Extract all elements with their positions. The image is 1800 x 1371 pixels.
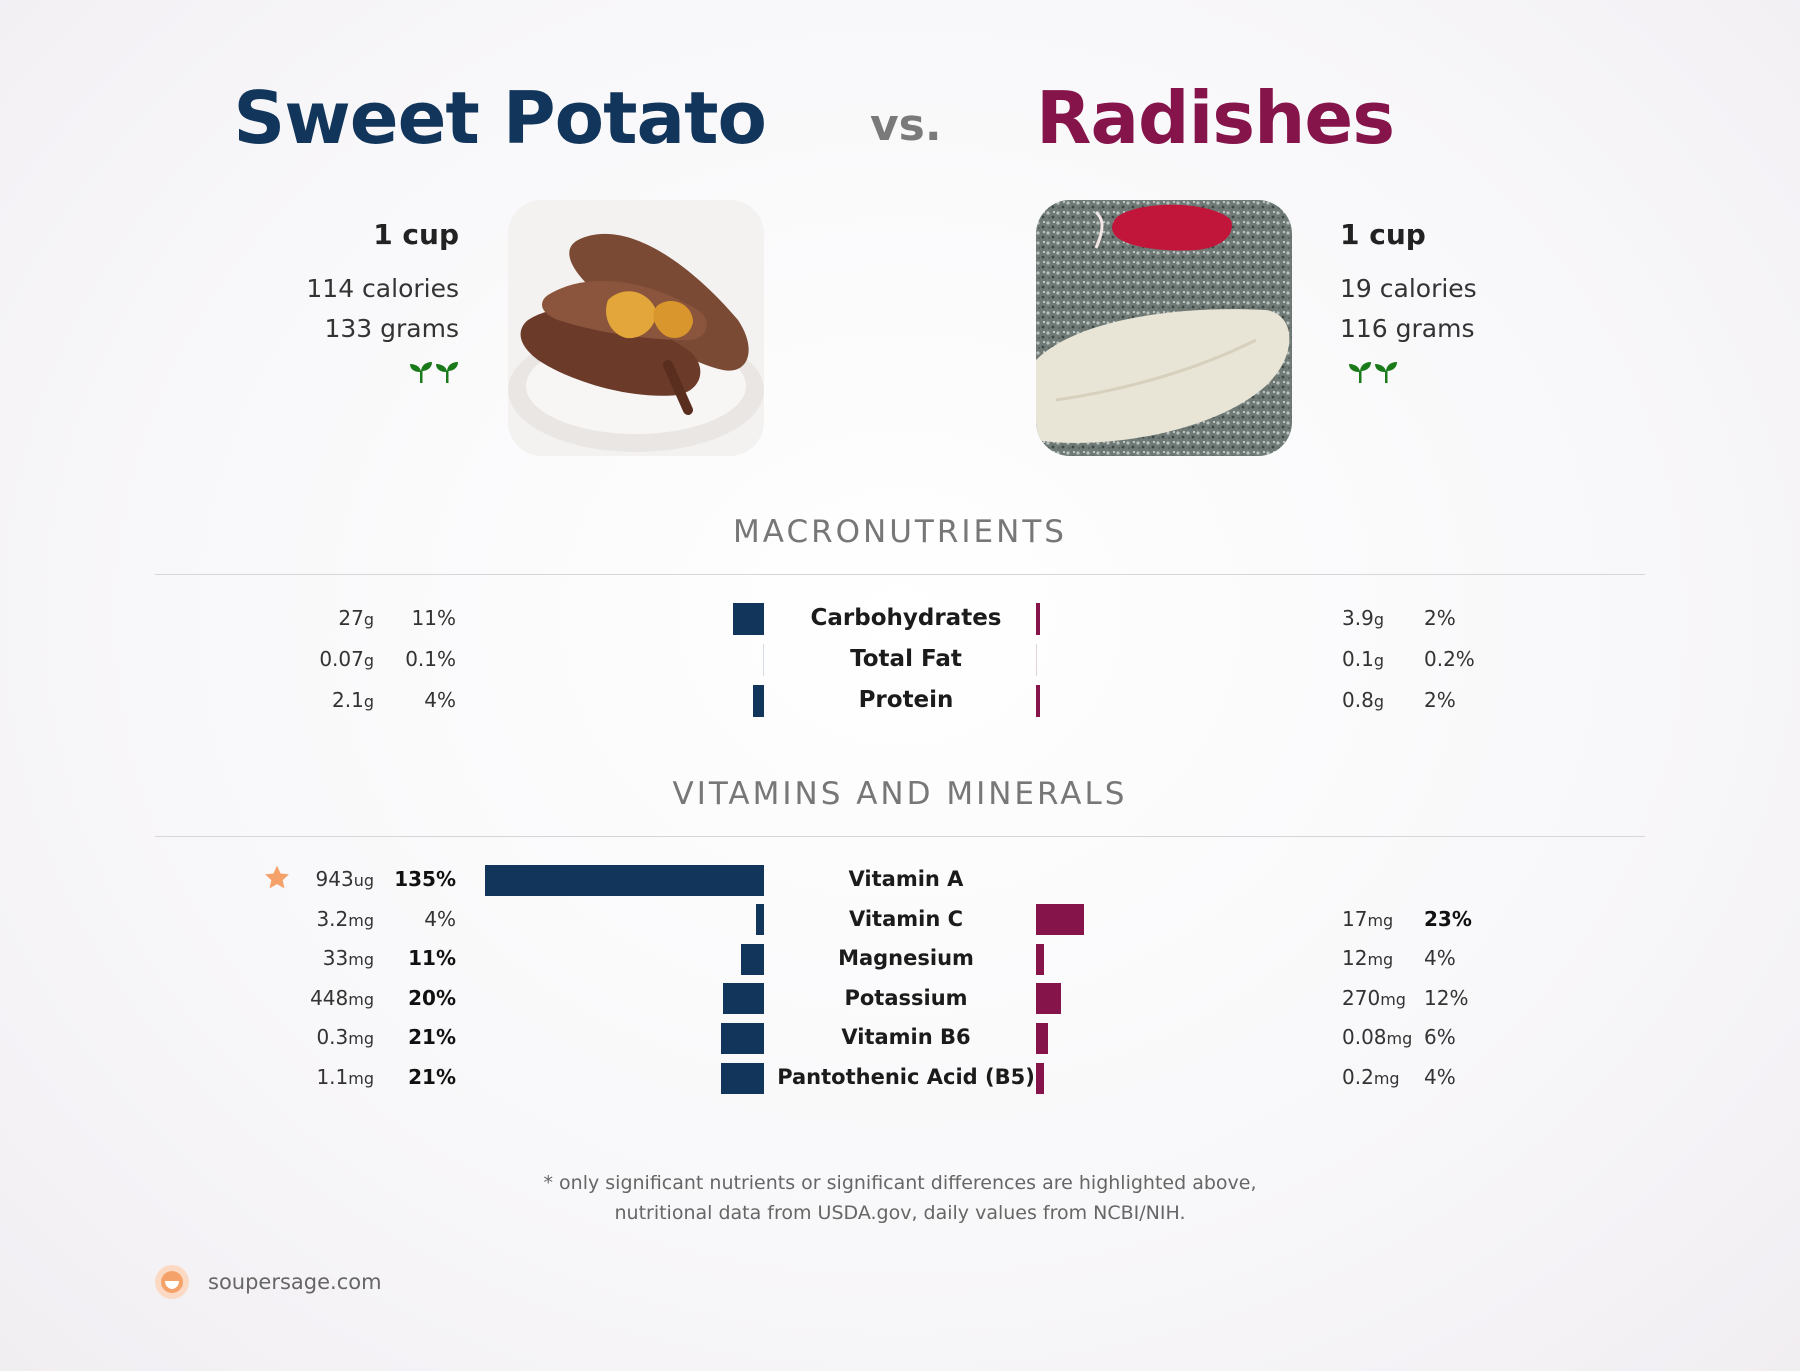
right-percent: 4%: [1424, 1065, 1456, 1089]
sprout-icon: [410, 362, 458, 383]
left-bar: [755, 904, 764, 936]
sprout-icon: [1349, 362, 1397, 383]
radish-photo: [1036, 200, 1292, 456]
right-percent: 6%: [1424, 1025, 1456, 1050]
left-amount: 1.1mg: [316, 1065, 374, 1089]
left-amount: 448mg: [310, 985, 374, 1010]
right-amount: 3.9g: [1342, 606, 1384, 630]
right-percent: 23%: [1424, 906, 1472, 931]
left-percent: 21%: [408, 1025, 456, 1050]
left-amount: 943ug: [315, 867, 374, 891]
right-bar: [1036, 904, 1084, 936]
right-amount: 12mg: [1342, 946, 1394, 971]
vitamins-heading: VITAMINS AND MINERALS: [672, 776, 1128, 812]
food-right-title: Radishes: [1036, 76, 1395, 160]
nutrient-label: Vitamin A: [848, 866, 964, 891]
nutrient-label: Vitamin B6: [841, 1025, 971, 1050]
food-left-serving: 1 cup: [373, 218, 459, 251]
left-amount: 2.1g: [332, 688, 374, 712]
right-amount: 0.1g: [1342, 647, 1384, 671]
food-right-serving: 1 cup: [1340, 218, 1426, 251]
food-right-calories: 19 calories: [1340, 274, 1477, 303]
nutrient-label: Magnesium: [838, 946, 974, 971]
footnote-line-2: nutritional data from USDA.gov, daily va…: [614, 1202, 1186, 1224]
nutrient-label: Total Fat: [850, 645, 962, 672]
right-bar: [1036, 983, 1061, 1015]
left-percent: 4%: [424, 688, 456, 712]
right-bar: [1036, 1022, 1049, 1054]
left-bar: [752, 685, 764, 717]
macronutrients-heading: MACRONUTRIENTS: [733, 514, 1067, 550]
food-left-calories: 114 calories: [306, 274, 459, 303]
soupersage-logo-icon: [155, 1265, 189, 1299]
right-percent: 2%: [1424, 688, 1456, 712]
right-amount: 0.08mg: [1342, 1025, 1413, 1050]
left-percent: 21%: [408, 1065, 456, 1089]
left-percent: 0.1%: [405, 647, 456, 671]
food-right-grams: 116 grams: [1340, 314, 1475, 343]
nutrient-label: Carbohydrates: [810, 604, 1002, 631]
right-bar: [1036, 1062, 1045, 1094]
right-amount: 0.8g: [1342, 688, 1384, 712]
macronutrients-divider: [155, 574, 1645, 575]
left-bar: [733, 603, 764, 635]
food-left-grams: 133 grams: [324, 314, 459, 343]
site-link[interactable]: soupersage.com: [208, 1270, 382, 1294]
right-bar: [1036, 644, 1037, 676]
left-bar: [720, 1022, 764, 1054]
vitamins-divider: [155, 836, 1645, 837]
footnote-line-1: * only significant nutrients or signific…: [543, 1172, 1257, 1194]
star-icon: [265, 865, 289, 889]
left-percent: 11%: [411, 606, 456, 630]
left-bar: [763, 644, 764, 676]
left-amount: 0.3mg: [316, 1025, 374, 1050]
right-percent: 0.2%: [1424, 647, 1475, 671]
left-bar: [741, 943, 764, 975]
left-percent: 20%: [408, 985, 456, 1010]
right-bar: [1036, 943, 1045, 975]
left-amount: 33mg: [322, 946, 374, 971]
left-amount: 27g: [338, 606, 374, 630]
right-amount: 270mg: [1342, 985, 1406, 1010]
right-amount: 17mg: [1342, 906, 1394, 931]
right-bar: [1036, 685, 1040, 717]
nutrient-label: Vitamin C: [848, 906, 964, 931]
sweet-potato-photo: [508, 200, 764, 456]
left-bar: [722, 983, 764, 1015]
food-left-title: Sweet Potato: [233, 76, 767, 160]
left-percent: 4%: [424, 906, 456, 931]
left-bar: [720, 1062, 764, 1094]
left-bar: [484, 864, 764, 896]
left-percent: 11%: [408, 946, 456, 971]
right-amount: 0.2mg: [1342, 1065, 1400, 1089]
right-percent: 4%: [1424, 946, 1456, 971]
nutrient-label: Potassium: [844, 985, 968, 1010]
left-amount: 3.2mg: [316, 906, 374, 931]
footnote: * only significant nutrients or signific…: [0, 1168, 1800, 1228]
right-percent: 2%: [1424, 606, 1456, 630]
vs-label: vs.: [870, 100, 942, 151]
left-amount: 0.07g: [319, 647, 374, 671]
right-percent: 12%: [1424, 985, 1469, 1010]
nutrient-label: Protein: [858, 686, 954, 713]
left-percent: 135%: [394, 867, 456, 891]
right-bar: [1036, 603, 1040, 635]
nutrient-label: Pantothenic Acid (B5): [777, 1064, 1035, 1089]
